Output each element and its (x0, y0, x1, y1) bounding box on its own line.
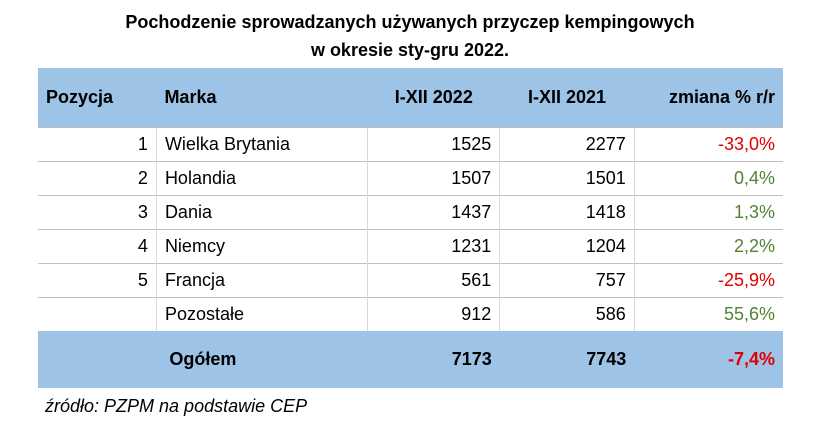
total-row total: Ogółem 7173 7743 -7,4% (38, 331, 783, 388)
total-cell: -7,4% (634, 331, 783, 388)
source-note: źródło: PZPM na podstawie CEP (45, 396, 308, 416)
cell: 0,4% (633, 161, 783, 196)
cell: 1437 (367, 195, 500, 230)
cell: Francja (155, 263, 368, 298)
cell: 4 (38, 229, 157, 264)
cell: 5 (38, 263, 157, 298)
body-row: 5 Francja 561 757 -25,9% (38, 263, 783, 298)
body-row: 4 Niemcy 1231 1204 2,2% (38, 229, 783, 264)
body-row: 3 Dania 1437 1418 1,3% (38, 195, 783, 230)
header-cell: Marka (156, 68, 368, 128)
total-cell: Ogółem (38, 331, 368, 388)
cell: 1204 (499, 229, 635, 264)
total-cell: 7173 (367, 331, 500, 388)
cell: 2 (38, 161, 157, 196)
header-cell: zmiana % r/r (634, 68, 783, 128)
header-row: Pozycja Marka I-XII 2022 I-XII 2021 zmiana %… (38, 68, 783, 128)
cell (38, 297, 157, 331)
cell: 1231 (367, 229, 500, 264)
header-cell: Pozycja (38, 68, 157, 128)
header-cell: I-XII 2022 (367, 68, 500, 128)
cell: 1418 (499, 195, 635, 230)
cell: Dania (155, 195, 368, 230)
cell: 3 (38, 195, 157, 230)
cell: 561 (367, 263, 500, 298)
cell: -33,0% (633, 127, 783, 162)
cell: 1 (38, 127, 157, 162)
cell: 2277 (499, 127, 635, 162)
cell: 757 (499, 263, 635, 298)
cell: Niemcy (155, 229, 368, 264)
cell: 2,2% (633, 229, 783, 264)
body-row: 2 Holandia 1507 1501 0,4% (38, 161, 783, 196)
cell: 1507 (367, 161, 500, 196)
cell: 586 (499, 297, 635, 331)
body-row: 1 Wielka Brytania 1525 2277 -33,0% (38, 127, 783, 162)
cell: Pozostałe (155, 297, 368, 331)
title-line: Pochodzenie sprowadzanych używanych przy… (125, 12, 695, 32)
cell: Wielka Brytania (155, 127, 368, 162)
total-cell: 7743 (499, 331, 635, 388)
header-cell: I-XII 2021 (499, 68, 635, 128)
title-line: w okresie sty-gru 2022. (310, 40, 510, 60)
data-table: Pozycja Marka I-XII 2022 I-XII 2021 zmiana %… (38, 68, 783, 388)
cell: 1501 (499, 161, 635, 196)
cell: 912 (367, 297, 500, 331)
cell: -25,9% (633, 263, 783, 298)
body-row: Pozostałe 912 586 55,6% (38, 297, 783, 331)
cell: 55,6% (633, 297, 783, 331)
cell: 1,3% (633, 195, 783, 230)
cell: Holandia (155, 161, 368, 196)
cell: 1525 (367, 127, 500, 162)
